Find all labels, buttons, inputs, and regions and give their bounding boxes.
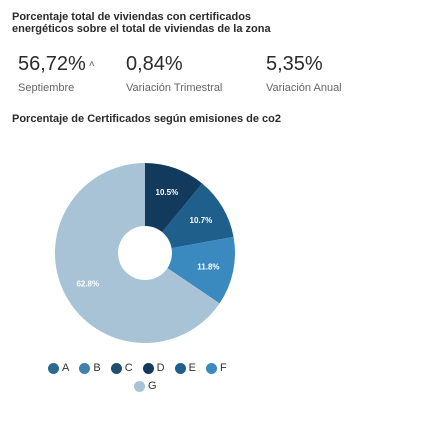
trend-up-icon: ˄ bbox=[88, 59, 95, 71]
legend-dot-icon bbox=[174, 362, 186, 374]
pie-label-g: 62.8% bbox=[76, 279, 99, 288]
legend-dot-icon bbox=[110, 362, 122, 374]
legend-dot-icon bbox=[79, 362, 91, 374]
kpi-label-quarterly: Variación Trimestral bbox=[126, 82, 223, 94]
legend-label: C bbox=[124, 362, 133, 374]
legend-item-f[interactable]: F bbox=[205, 362, 227, 374]
kpi-value-annual: 5,35% bbox=[266, 53, 323, 75]
pie-label-d: 10.5% bbox=[156, 188, 179, 197]
legend-item-a[interactable]: A bbox=[48, 362, 69, 374]
pie-center-hole bbox=[118, 226, 172, 280]
kpi-title: Porcentaje total de viviendas con certif… bbox=[12, 11, 271, 35]
legend-dot-icon bbox=[142, 362, 154, 374]
legend-dot-icon bbox=[134, 380, 145, 392]
pie-label-f: 11.8% bbox=[197, 262, 219, 271]
legend-item-c[interactable]: C bbox=[110, 362, 133, 374]
legend-label: B bbox=[93, 362, 101, 374]
legend-item-d[interactable]: D bbox=[142, 362, 165, 374]
legend-label: A bbox=[62, 362, 70, 374]
legend-item-g[interactable]: G bbox=[134, 380, 157, 392]
chart-legend: A B C D E F G bbox=[48, 359, 258, 395]
pie-slice-e[interactable] bbox=[145, 183, 234, 253]
legend-dot-icon bbox=[48, 362, 59, 374]
kpi-label-september: Septiembre bbox=[18, 82, 75, 94]
legend-label: F bbox=[219, 362, 227, 374]
legend-label: D bbox=[156, 362, 165, 374]
kpi-value-september: 56,72% ˄ bbox=[18, 53, 95, 75]
kpi-label-annual: Variación Anual bbox=[266, 82, 342, 94]
pie-label-e: 10.7% bbox=[190, 216, 213, 225]
legend-label: G bbox=[148, 380, 157, 392]
legend-item-e[interactable]: E bbox=[174, 362, 196, 374]
kpi-value-quarterly: 0,84% bbox=[126, 53, 183, 75]
chart-title: Porcentaje de Certificados según emision… bbox=[12, 113, 281, 125]
legend-dot-icon bbox=[205, 362, 217, 374]
legend-item-b[interactable]: B bbox=[79, 362, 101, 374]
legend-label: E bbox=[188, 362, 196, 374]
